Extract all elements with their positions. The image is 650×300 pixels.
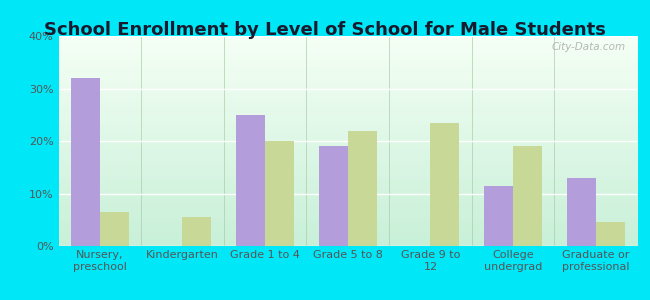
Bar [183, 217, 211, 246]
Bar [265, 141, 294, 246]
Bar [318, 146, 348, 246]
Bar [100, 212, 129, 246]
Bar [595, 222, 625, 246]
Bar [430, 123, 460, 246]
Bar [348, 130, 377, 246]
Bar [484, 186, 513, 246]
Bar [513, 146, 542, 246]
Bar [567, 178, 595, 246]
Bar [236, 115, 265, 246]
Bar [71, 78, 100, 246]
Text: School Enrollment by Level of School for Male Students: School Enrollment by Level of School for… [44, 21, 606, 39]
Text: City-Data.com: City-Data.com [551, 42, 625, 52]
